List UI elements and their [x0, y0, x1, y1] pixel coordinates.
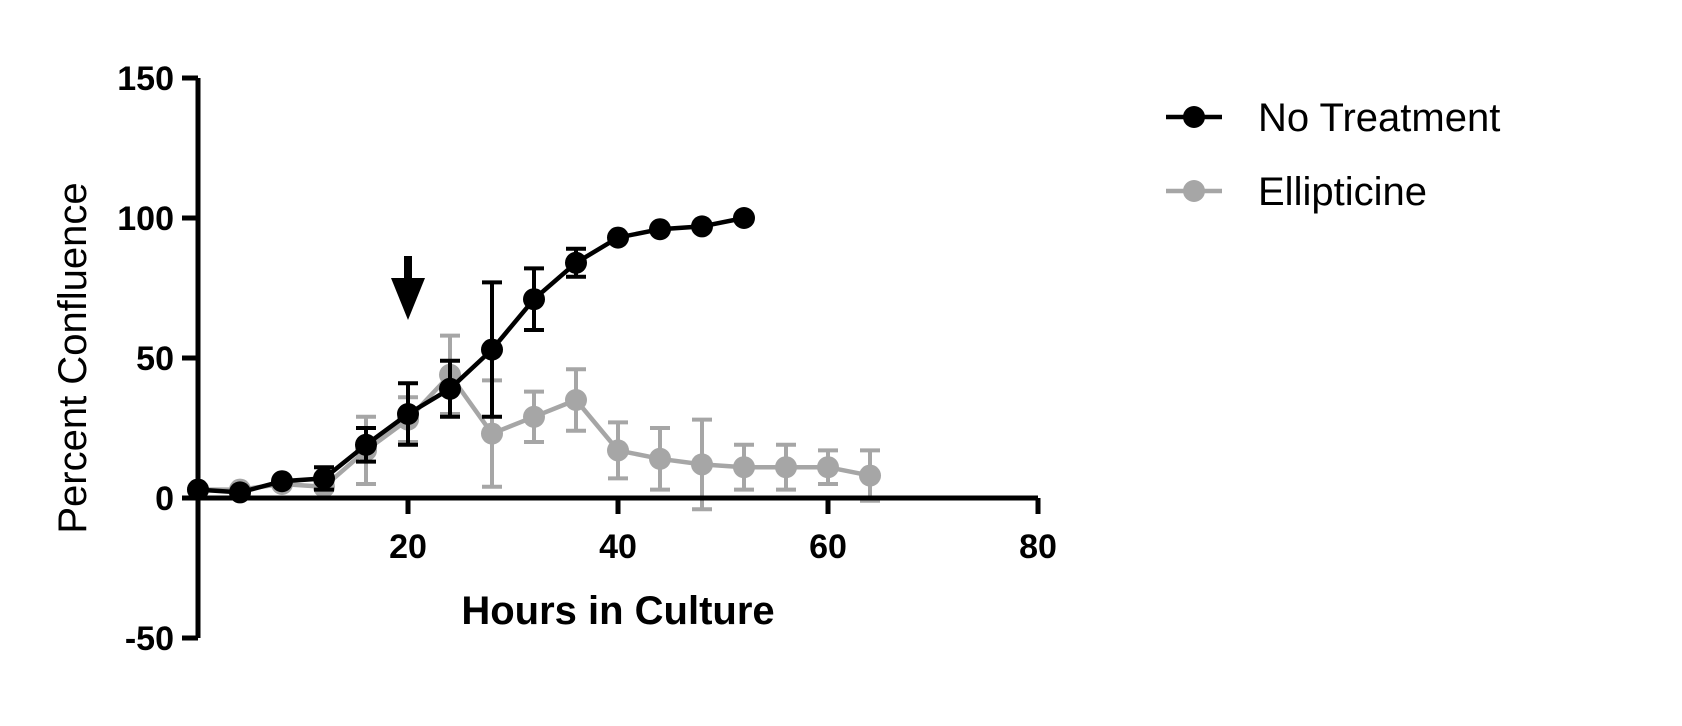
legend-marker	[1183, 106, 1205, 128]
x-tick-label: 80	[1019, 528, 1057, 566]
legend-label: Ellipticine	[1258, 170, 1427, 214]
data-point	[775, 456, 797, 479]
legend-marker	[1183, 180, 1205, 202]
legend-item: No Treatment	[1166, 96, 1500, 140]
data-point	[649, 447, 671, 470]
data-point	[271, 470, 293, 493]
data-point	[439, 377, 461, 400]
x-tick-label: 60	[809, 528, 847, 566]
data-point	[691, 453, 713, 476]
annotation-layer	[391, 256, 425, 320]
data-point	[733, 207, 755, 229]
x-tick-label: 20	[389, 528, 427, 566]
axes: -50 0 50 100 150 20 40 60 80	[117, 60, 1057, 658]
data-point	[355, 433, 377, 456]
y-axis-title: Percent Confluence	[51, 182, 95, 533]
y-tick-label: 150	[117, 60, 174, 98]
arrow-head	[391, 278, 425, 320]
legend: No Treatment Ellipticine	[1166, 96, 1500, 214]
data-point	[565, 389, 587, 411]
data-point	[649, 218, 671, 241]
x-tick-label: 40	[599, 528, 637, 566]
data-point	[607, 439, 629, 462]
x-axis-title: Hours in Culture	[461, 589, 774, 633]
data-point	[817, 456, 839, 479]
data-point	[733, 456, 755, 479]
legend-item: Ellipticine	[1166, 170, 1427, 214]
data-point	[565, 251, 587, 274]
y-tick-label: 100	[117, 200, 174, 238]
data-point	[607, 226, 629, 249]
data-point	[523, 405, 545, 428]
data-point	[313, 467, 335, 490]
y-tick-label: 50	[136, 340, 174, 378]
data-point	[859, 464, 881, 487]
data-point	[523, 288, 545, 311]
series-no-treatment	[187, 207, 755, 504]
series-layer	[187, 207, 881, 512]
data-point	[691, 215, 713, 238]
data-point	[481, 338, 503, 361]
data-point	[481, 422, 503, 445]
y-tick-label: 0	[155, 480, 174, 518]
arrow-shaft	[404, 256, 412, 282]
y-tick-label: -50	[125, 620, 174, 658]
legend-label: No Treatment	[1258, 96, 1500, 140]
data-point	[397, 403, 419, 425]
